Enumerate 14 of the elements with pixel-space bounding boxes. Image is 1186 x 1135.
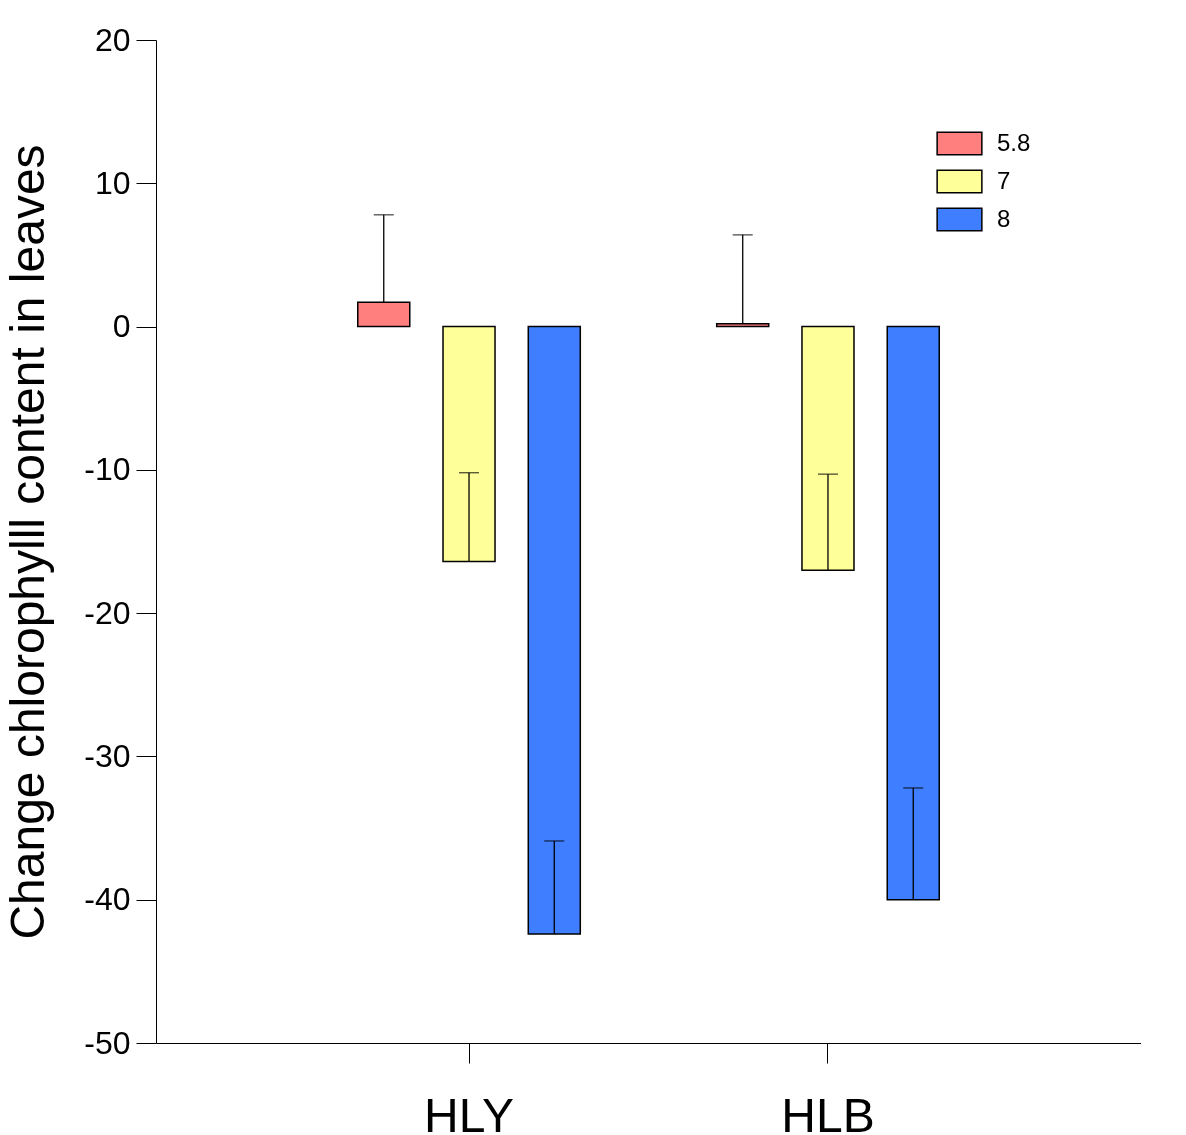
y-tick-label: -50 [84,1024,131,1061]
y-tick-label: 0 [112,308,131,345]
y-tick-label: -20 [84,594,131,631]
y-tick-label: -10 [84,451,131,488]
y-tick-label: -30 [84,737,131,774]
y-tick-label: -40 [84,881,131,918]
legend-label: 7 [997,166,1011,194]
y-tick-label: 20 [94,21,131,58]
x-tick-label: HLY [424,1088,514,1135]
legend-label: 8 [997,204,1011,232]
y-tick-label: 10 [94,164,131,201]
x-tick-label: HLB [781,1088,875,1135]
y-axis-title: Change chlorophylll content in leaves [1,144,55,940]
legend-label: 5.8 [997,128,1031,156]
